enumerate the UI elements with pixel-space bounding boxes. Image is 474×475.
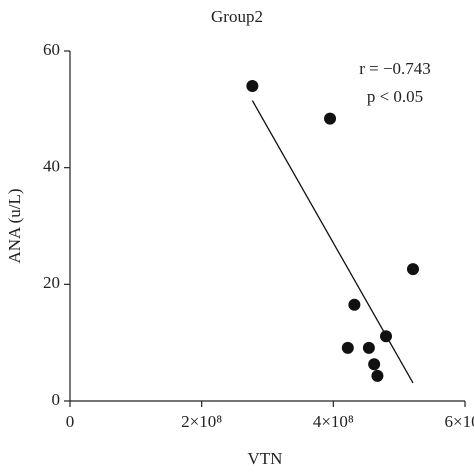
x-tick-label: 4×10⁸ xyxy=(313,412,354,431)
y-tick-label: 0 xyxy=(52,390,61,409)
point xyxy=(246,80,259,92)
x-tick-label: 6×10⁸ xyxy=(444,412,474,431)
point xyxy=(362,341,375,354)
point xyxy=(406,263,419,276)
point xyxy=(341,341,354,354)
point xyxy=(368,358,381,371)
annotation: r = −0.743 xyxy=(359,59,431,78)
point xyxy=(371,369,384,382)
y-tick-label: 20 xyxy=(43,273,60,292)
y-tick-label: 60 xyxy=(43,40,60,59)
y-tick-label: 40 xyxy=(43,157,60,176)
point xyxy=(380,330,392,343)
x-tick-label: 2×10⁸ xyxy=(181,412,222,431)
y-axis-label: ANA (u/L) xyxy=(5,188,24,263)
annotation: p < 0.05 xyxy=(367,87,423,106)
point xyxy=(324,112,337,125)
x-axis-label: VTN xyxy=(248,449,283,468)
x-tick-label: 0 xyxy=(66,412,75,431)
chart-title: Group2 xyxy=(211,7,263,26)
point xyxy=(348,298,361,311)
